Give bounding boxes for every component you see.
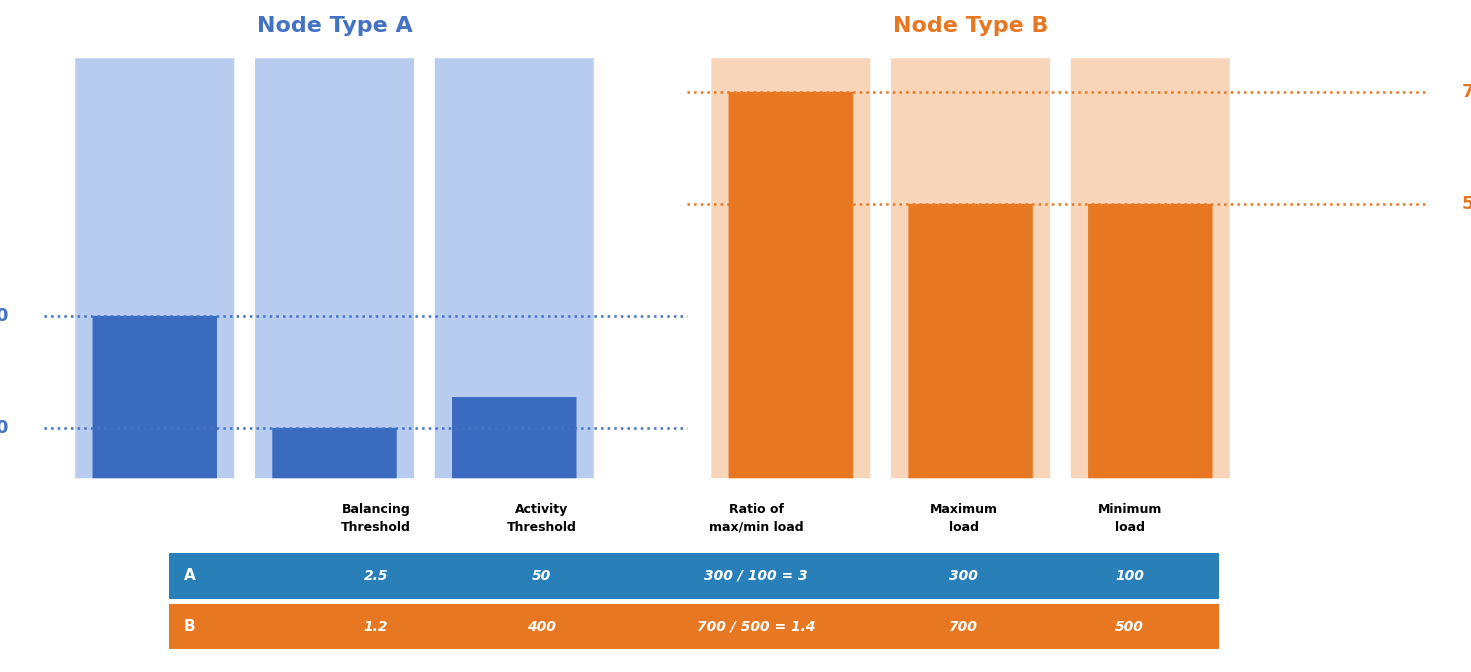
FancyBboxPatch shape bbox=[891, 58, 1050, 478]
FancyBboxPatch shape bbox=[272, 428, 397, 478]
FancyBboxPatch shape bbox=[254, 58, 413, 478]
Text: 500: 500 bbox=[1115, 620, 1144, 634]
Text: B: B bbox=[184, 619, 196, 634]
FancyBboxPatch shape bbox=[712, 58, 871, 478]
Text: 300: 300 bbox=[0, 307, 10, 325]
Text: 700: 700 bbox=[949, 620, 978, 634]
Text: 700: 700 bbox=[1461, 83, 1471, 101]
Text: Ratio of
max/min load: Ratio of max/min load bbox=[709, 503, 803, 534]
FancyBboxPatch shape bbox=[435, 58, 594, 478]
FancyBboxPatch shape bbox=[1089, 204, 1212, 478]
Text: 100: 100 bbox=[1115, 569, 1144, 583]
Text: 300: 300 bbox=[949, 569, 978, 583]
Text: 2.5: 2.5 bbox=[363, 569, 388, 583]
Text: Activity
Threshold: Activity Threshold bbox=[507, 503, 577, 534]
Text: 100: 100 bbox=[0, 419, 10, 437]
Text: 1.2: 1.2 bbox=[363, 620, 388, 634]
Text: Balancing
Threshold: Balancing Threshold bbox=[341, 503, 410, 534]
FancyBboxPatch shape bbox=[93, 316, 216, 478]
Text: Maximum
load: Maximum load bbox=[930, 503, 997, 534]
FancyBboxPatch shape bbox=[1071, 58, 1230, 478]
Text: A: A bbox=[184, 569, 196, 583]
Text: 400: 400 bbox=[528, 620, 556, 634]
Text: Minimum
load: Minimum load bbox=[1097, 503, 1162, 534]
FancyBboxPatch shape bbox=[728, 92, 853, 478]
FancyBboxPatch shape bbox=[169, 553, 1219, 599]
Text: Node Type B: Node Type B bbox=[893, 16, 1049, 36]
FancyBboxPatch shape bbox=[452, 397, 577, 478]
Text: 500: 500 bbox=[1461, 195, 1471, 213]
FancyBboxPatch shape bbox=[908, 204, 1033, 478]
Text: 700 / 500 = 1.4: 700 / 500 = 1.4 bbox=[697, 620, 815, 634]
FancyBboxPatch shape bbox=[169, 604, 1219, 649]
FancyBboxPatch shape bbox=[75, 58, 234, 478]
Text: 300 / 100 = 3: 300 / 100 = 3 bbox=[705, 569, 808, 583]
Text: Node Type A: Node Type A bbox=[256, 16, 412, 36]
Text: 50: 50 bbox=[533, 569, 552, 583]
